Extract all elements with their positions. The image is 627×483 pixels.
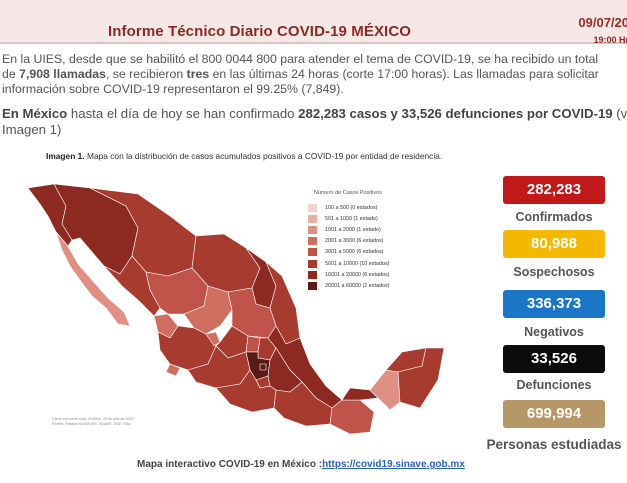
map-legend: Número de Casos Positivos 100 a 500 (0 e… xyxy=(308,190,438,292)
para1-text-1: En la UIES, desde que se habilitó el 800… xyxy=(2,52,599,66)
report-header: Informe Técnico Diario COVID-19 MÉXICO 0… xyxy=(0,0,627,45)
legend-range: 100 a 500 (0 estados) xyxy=(325,204,378,211)
legend-swatch xyxy=(308,248,317,257)
map-state-campeche xyxy=(369,369,401,411)
map-state-baja-california-sur xyxy=(55,231,131,327)
legend-row: 1001 a 2000 (1 estado) xyxy=(308,224,438,235)
legend-swatch xyxy=(308,270,317,279)
interactive-map-text: Mapa interactivo COVID-19 en México : xyxy=(137,459,323,470)
map-state-colima xyxy=(165,363,181,377)
stat-label-defunciones: Defunciones xyxy=(516,378,592,392)
para2-lead: En México xyxy=(2,106,68,121)
legend-range: 5001 a 10000 (10 estados) xyxy=(325,260,390,267)
para1-text-5: información sobre COVID-19 representaron… xyxy=(2,82,344,96)
report-time: 19:00 Hr xyxy=(593,35,627,45)
para2-line2: Imagen 1) xyxy=(2,122,62,137)
stat-label-confirmados: Confirmados xyxy=(515,210,593,224)
map-state-chiapas xyxy=(329,399,375,435)
legend-row: 501 a 1000 (1 estado) xyxy=(308,213,438,224)
para1-text-3: , se recibieron xyxy=(105,67,187,81)
para2-tail: (ver xyxy=(616,106,627,121)
legend-title: Número de Casos Positivos xyxy=(314,190,382,196)
stat-label-personas-estudiadas: Personas estudiadas xyxy=(486,437,622,452)
image-caption: Imagen 1. Mapa con la distribución de ca… xyxy=(46,151,442,161)
mexico-cases-map xyxy=(27,183,445,435)
report-date: 09/07/20 xyxy=(578,15,627,30)
para2-mid: hasta el día de hoy se han confirmado xyxy=(67,106,299,121)
footnote-line-2: Fuente: Plataforma SISVER, SINAVE, DGE, … xyxy=(52,421,132,426)
legend-range: 10001 a 20000 (6 estados) xyxy=(325,271,390,278)
map-state-guerrero xyxy=(215,369,277,413)
stat-label-negativos: Negativos xyxy=(524,325,584,339)
legend-row: 3001 a 5000 (6 estados) xyxy=(308,247,438,258)
footnote-line-1: Cierre con corte a las 13:00hrs, 09 de j… xyxy=(52,417,134,421)
legend-range: 3001 a 5000 (6 estados) xyxy=(325,249,384,256)
stat-box-sospechosos: 80,988 xyxy=(503,230,605,258)
map-state-cdmx xyxy=(259,363,267,371)
map-state-queretaro xyxy=(245,335,261,353)
legend-swatch xyxy=(308,225,317,234)
legend-range: 2001 a 3000 (6 estados) xyxy=(325,238,384,245)
para2-bold: 282,283 casos y 33,526 defunciones por C… xyxy=(298,106,613,121)
legend-row: 20001 a 60000 (2 estados) xyxy=(308,280,438,291)
cases-paragraph: En México hasta el día de hoy se han con… xyxy=(2,106,627,138)
legend-swatch xyxy=(308,214,317,223)
caption-label: Imagen 1. xyxy=(46,151,85,161)
report-title: Informe Técnico Diario COVID-19 MÉXICO xyxy=(108,23,412,40)
legend-swatch xyxy=(308,281,317,290)
map-footnote: Cierre con corte a las 13:00hrs, 09 de j… xyxy=(52,417,134,426)
para1-three: tres xyxy=(186,67,210,81)
legend-range: 20001 a 60000 (2 estados) xyxy=(325,282,390,289)
legend-row: 5001 a 10000 (10 estados) xyxy=(308,258,438,269)
stat-box-personas-estudiadas: 699,994 xyxy=(503,400,605,428)
map-state-quintana-roo xyxy=(397,347,445,409)
legend-row: 100 a 500 (0 estados) xyxy=(308,202,438,213)
stat-box-defunciones: 33,526 xyxy=(503,345,605,373)
legend-swatch xyxy=(308,203,317,212)
stat-box-confirmados: 282,283 xyxy=(503,176,605,204)
legend-swatch xyxy=(308,237,317,246)
calls-paragraph: En la UIES, desde que se habilitó el 800… xyxy=(2,52,627,97)
para1-calls: 7,908 llamadas xyxy=(19,67,106,81)
legend-row: 10001 a 20000 (6 estados) xyxy=(308,269,438,280)
legend-swatch xyxy=(308,259,317,268)
stat-box-negativos: 336,373 xyxy=(503,290,605,318)
legend-range: 501 a 1000 (1 estado) xyxy=(325,215,378,222)
para1-text-4: en las últimas 24 horas (corte 17:00 hor… xyxy=(209,67,599,81)
caption-text: Mapa con la distribución de casos acumul… xyxy=(84,151,443,161)
interactive-map-note: Mapa interactivo COVID-19 en México :htt… xyxy=(137,459,465,470)
legend-row: 2001 a 3000 (6 estados) xyxy=(308,236,438,247)
legend-range: 1001 a 2000 (1 estado) xyxy=(325,226,381,233)
para1-text-2: de xyxy=(2,67,20,81)
interactive-map-link[interactable]: https://covid19.sinave.gob.mx xyxy=(322,459,465,470)
legend-rows: 100 a 500 (0 estados) 501 a 1000 (1 estad… xyxy=(308,202,438,292)
stat-label-sospechosos: Sospechosos xyxy=(513,265,595,279)
